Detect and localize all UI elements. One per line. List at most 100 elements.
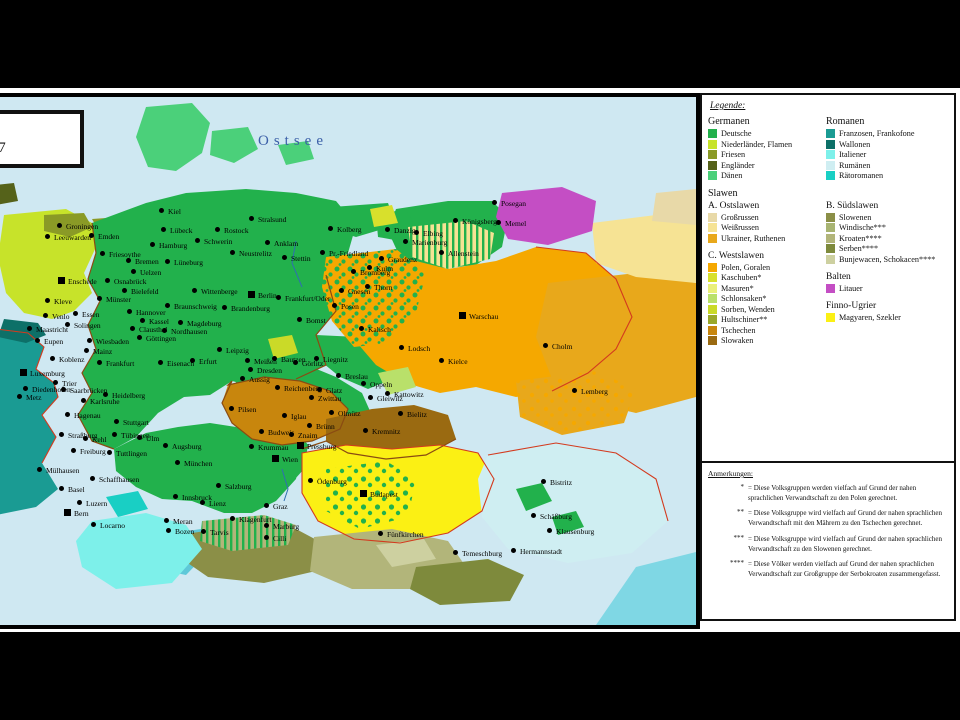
city-label: Hermannstadt <box>511 547 563 556</box>
region-friesen <box>44 213 92 237</box>
legend-head-westslawen: C. Westslawen <box>708 250 765 261</box>
city-marker-dot <box>17 394 22 399</box>
legend-item: Ukrainer, Ruthenen <box>708 233 818 243</box>
legend-item: Wallonen <box>826 139 956 149</box>
legend-item-label: Polen, Goralen <box>721 262 771 272</box>
city-name: Solingen <box>74 321 101 330</box>
legend-item: Magyaren, Szekler <box>826 312 956 322</box>
legend-item-label: Schlonsaken* <box>721 294 767 303</box>
city-name: Bozen <box>175 527 195 536</box>
city-name: Frankfurt/Oder <box>285 294 331 303</box>
legend-row-slawen: A. Ostslawen Großrussen Weißrussen Ukraine… <box>708 201 948 347</box>
city-name: Mainz <box>93 347 113 356</box>
notes-list: * = Diese Volksgruppen werden vielfach au… <box>708 483 946 579</box>
city-name: Göttingen <box>146 334 176 343</box>
city-name: Bomst <box>306 316 326 325</box>
city-marker-dot <box>359 326 364 331</box>
city-name: Diedenhofen <box>32 385 71 394</box>
city-marker-dot <box>399 345 404 350</box>
city-name: Breslau <box>345 372 368 381</box>
legend-item: Engländer <box>708 160 818 170</box>
city-marker-dot <box>105 278 110 283</box>
city-marker-dot <box>414 230 419 235</box>
city-label: Stralsund <box>249 215 286 224</box>
legend-body: Legende: Germanen Deutsche Niederländer, … <box>702 95 954 463</box>
map-title-line2: pas 1937 <box>0 140 6 156</box>
city-label: Venlo <box>43 312 70 321</box>
city-label: Mainz <box>84 347 113 356</box>
city-label: Koblenz <box>50 355 84 364</box>
city-marker-dot <box>20 369 27 376</box>
city-name: Wittenberge <box>201 287 238 296</box>
city-marker-dot <box>496 220 501 225</box>
city-label: Graudenz <box>379 255 417 264</box>
city-label: Budweis <box>259 428 294 437</box>
city-marker-dot <box>531 513 536 518</box>
city-label: Eisenach <box>158 359 194 368</box>
city-name: Tuttlingen <box>116 449 147 458</box>
city-marker-dot <box>178 320 183 325</box>
city-name: Hermannstadt <box>520 547 563 556</box>
city-marker-dot <box>385 227 390 232</box>
city-name: Elbing <box>423 229 443 238</box>
legend-item: Dänen <box>708 171 818 180</box>
city-marker-dot <box>77 500 82 505</box>
city-label: Göttingen <box>137 334 176 343</box>
note-marker: * <box>740 483 745 491</box>
city-label: München <box>175 459 212 468</box>
city-label: Memel <box>496 219 526 228</box>
region-daenen <box>136 103 210 171</box>
city-label: Thorn <box>365 283 392 292</box>
city-marker-dot <box>240 376 245 381</box>
city-name: Meißen <box>254 357 277 366</box>
city-marker-dot <box>150 242 155 247</box>
legend-item-label: Ukrainer, Ruthenen <box>721 233 786 243</box>
legend-items-westslawen: Polen, Goralen Kaschuben* Masuren* Schlonsa… <box>708 262 818 345</box>
legend-color-swatch <box>708 139 717 149</box>
city-name: Nordhausen <box>171 327 208 336</box>
city-name: Fünfkirchen <box>387 530 424 539</box>
city-label: Marburg <box>264 522 299 531</box>
city-name: Gnesen <box>348 287 371 296</box>
city-marker-dot <box>45 234 50 239</box>
city-label: Iglau <box>282 412 306 421</box>
city-name: Groningen <box>66 222 99 231</box>
city-label: Gleiwitz <box>368 394 403 403</box>
city-marker-dot <box>272 455 279 462</box>
city-marker-dot <box>166 528 171 533</box>
city-label: Kattowitz <box>385 390 424 399</box>
city-label: Magdeburg <box>178 319 221 328</box>
legend-item-label: Slowaken <box>721 336 754 345</box>
city-name: Karlsruhe <box>90 397 120 406</box>
city-marker-dot <box>175 460 180 465</box>
city-marker-dot <box>126 258 131 263</box>
city-name: Ödenburg <box>317 477 347 486</box>
legend-notes: Anmerkungen: * = Diese Volksgruppen werde… <box>702 465 954 619</box>
city-name: Lüneburg <box>174 258 204 267</box>
legend-color-swatch <box>826 171 835 180</box>
ethnographic-map[interactable] <box>0 97 696 625</box>
city-name: Temeschburg <box>462 549 503 558</box>
map-panel[interactable]: Ostsee Kiel Lübeck Schwerin Rostock Stralsun… <box>0 93 700 629</box>
city-marker-dot <box>543 343 548 348</box>
legend-color-swatch <box>826 212 835 222</box>
city-name: Neustrelitz <box>239 249 272 258</box>
city-marker-dot <box>192 288 197 293</box>
city-label: Fünfkirchen <box>378 530 424 539</box>
city-marker-dot <box>439 250 444 255</box>
city-marker-dot <box>275 385 280 390</box>
city-label: Bern <box>64 509 89 518</box>
city-label: Luxemburg <box>20 369 65 378</box>
city-label: Cholm <box>543 342 572 351</box>
city-marker-dot <box>64 509 71 516</box>
legend-item-label: Rätoromanen <box>839 171 884 180</box>
city-marker-dot <box>59 486 64 491</box>
city-marker-dot <box>541 479 546 484</box>
city-marker-dot <box>107 450 112 455</box>
legend-color-swatch <box>708 336 717 345</box>
city-label: Erfurt <box>190 357 217 366</box>
city-marker-dot <box>276 295 281 300</box>
city-label: Leeuwarden <box>45 233 91 242</box>
city-label: Meran <box>164 517 193 526</box>
city-label: Brünn <box>307 422 335 431</box>
